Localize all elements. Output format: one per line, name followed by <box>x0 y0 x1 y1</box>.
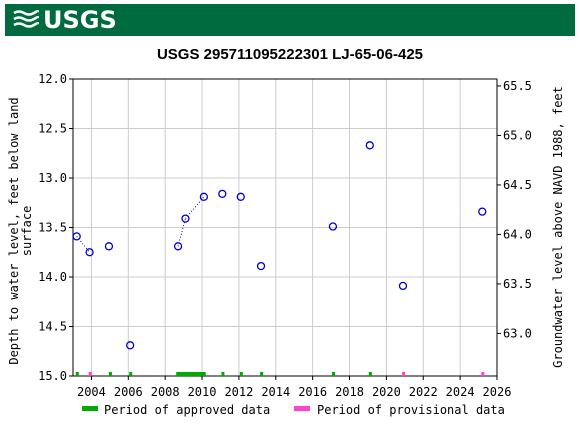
provisional-period-bar <box>402 372 406 376</box>
x-tick-label: 2006 <box>114 385 143 399</box>
data-point <box>365 141 374 150</box>
legend-provisional-swatch <box>294 406 310 411</box>
approved-period-bar <box>239 372 243 376</box>
chart-grid <box>73 78 498 377</box>
data-point <box>199 192 209 201</box>
connecting-lines <box>76 196 205 253</box>
data-point <box>218 189 227 198</box>
usgs-logo: USGS <box>13 6 117 34</box>
y-right-tick-label: 64.5 <box>503 178 532 192</box>
connecting-line <box>185 196 205 219</box>
usgs-banner: USGS <box>5 4 575 36</box>
x-tick-label: 2010 <box>188 385 217 399</box>
y-left-tick-label: 13.0 <box>38 171 67 185</box>
approved-period-bar <box>368 372 372 376</box>
data-point <box>173 242 183 251</box>
connecting-line <box>177 218 186 247</box>
y-left-tick-label: 14.5 <box>38 320 67 334</box>
x-tick-label: 2004 <box>77 385 106 399</box>
data-point <box>236 192 245 201</box>
usgs-logo-text: USGS <box>43 6 117 34</box>
y-axis-left-label-line2: surface <box>20 206 34 257</box>
x-tick-label: 2020 <box>372 385 401 399</box>
legend-provisional-label: Period of provisional data <box>317 403 505 417</box>
y-left-tick-label: 12.0 <box>38 72 67 86</box>
provisional-period-bar <box>88 372 92 376</box>
data-point <box>328 222 338 231</box>
data-point <box>72 232 81 241</box>
data-point <box>104 242 114 251</box>
y-left-tick-label: 15.0 <box>38 369 67 383</box>
provisional-period-bar <box>481 372 485 376</box>
period-bars <box>75 372 485 376</box>
x-tick-label: 2008 <box>151 385 180 399</box>
y-axis-left: 12.0 12.5 13.0 13.5 14.0 14.5 15.0 <box>38 72 73 383</box>
y-axis-right-label: Groundwater level above NAVD 1988, feet <box>551 86 565 368</box>
y-right-tick-label: 63.0 <box>503 326 532 340</box>
data-point <box>256 261 266 271</box>
legend-approved-label: Period of approved data <box>104 403 270 417</box>
y-axis-right: 65.5 65.0 64.5 64.0 63.5 63.0 <box>497 79 532 340</box>
x-axis: 2004 2006 2008 2010 2012 2014 2016 2018 2020 2022… <box>77 376 511 399</box>
x-tick-label: 2022 <box>409 385 438 399</box>
y-left-tick-label: 12.5 <box>38 122 67 136</box>
x-tick-label: 2014 <box>261 385 290 399</box>
legend-approved-swatch <box>82 406 98 411</box>
data-point <box>85 248 94 257</box>
y-left-tick-label: 13.5 <box>38 221 67 235</box>
approved-period-bar <box>176 372 206 376</box>
x-tick-label: 2016 <box>298 385 327 399</box>
approved-period-bar <box>75 372 79 376</box>
legend: Period of approved data Period of provis… <box>82 403 505 417</box>
data-points <box>72 141 487 350</box>
y-axis-left-label-line1: Depth to water level, feet below land <box>7 97 21 364</box>
data-point <box>478 207 487 216</box>
data-point <box>181 214 190 223</box>
y-right-tick-label: 65.5 <box>503 79 532 93</box>
y-right-tick-label: 65.0 <box>503 128 532 142</box>
approved-period-bar <box>260 372 264 376</box>
y-right-tick-label: 63.5 <box>503 277 532 291</box>
x-tick-label: 2026 <box>483 385 512 399</box>
approved-period-bar <box>129 372 133 376</box>
y-left-tick-label: 14.0 <box>38 270 67 284</box>
data-point <box>398 281 408 291</box>
x-tick-label: 2018 <box>335 385 364 399</box>
usgs-wave-icon <box>13 9 39 28</box>
y-right-tick-label: 64.0 <box>503 227 532 241</box>
approved-period-bar <box>332 372 336 376</box>
chart-title: USGS 295711095222301 LJ-65-06-425 <box>157 46 423 63</box>
data-point <box>125 341 135 350</box>
x-tick-label: 2012 <box>224 385 253 399</box>
approved-period-bar <box>221 372 225 376</box>
approved-period-bar <box>108 372 112 376</box>
x-tick-label: 2024 <box>446 385 475 399</box>
